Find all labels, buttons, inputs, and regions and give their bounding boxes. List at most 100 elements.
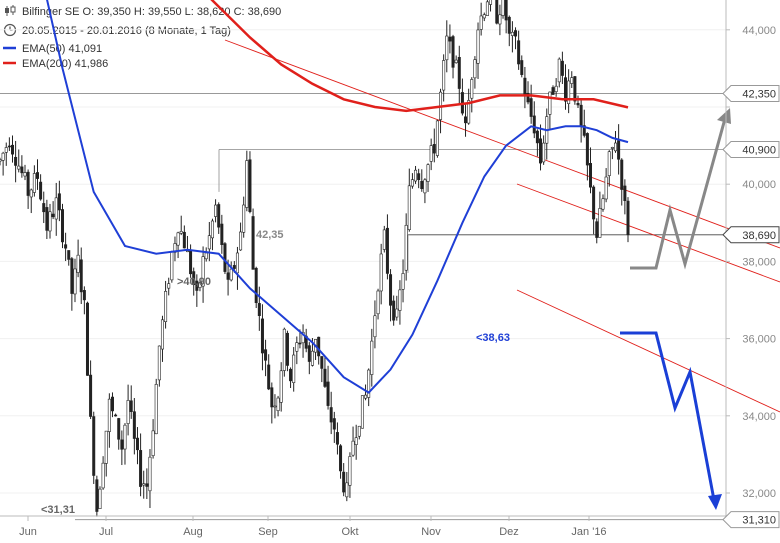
candle bbox=[276, 395, 280, 417]
candle-up-body bbox=[489, 0, 493, 5]
candle bbox=[529, 84, 533, 124]
candle-up-body bbox=[160, 319, 164, 350]
candle bbox=[226, 259, 230, 296]
candle-up-body bbox=[476, 29, 480, 64]
candle bbox=[360, 395, 364, 429]
level-value-box: 38,690 bbox=[722, 226, 780, 244]
candle bbox=[42, 191, 46, 224]
candle bbox=[510, 21, 514, 53]
candle bbox=[576, 95, 580, 109]
candle bbox=[210, 218, 214, 251]
candle bbox=[217, 202, 221, 234]
candle-up-body bbox=[398, 289, 402, 311]
candle-up-body bbox=[501, 0, 505, 16]
candle bbox=[76, 239, 80, 278]
candle bbox=[17, 149, 21, 173]
candle-up-body bbox=[48, 211, 52, 232]
candle bbox=[332, 411, 336, 443]
candle bbox=[389, 269, 393, 322]
candle-up-body bbox=[542, 142, 546, 163]
candle bbox=[504, 0, 508, 34]
candle-down-body bbox=[254, 267, 258, 304]
ema50-line bbox=[46, 0, 629, 394]
candle bbox=[198, 281, 202, 292]
candle bbox=[79, 247, 83, 305]
candle-up-body bbox=[0, 159, 2, 162]
candle-down-body bbox=[514, 30, 518, 37]
candle-down-body bbox=[220, 223, 224, 245]
candle-down-body bbox=[332, 418, 336, 430]
candle bbox=[195, 274, 199, 307]
bull-scenario-path bbox=[630, 114, 728, 270]
candle bbox=[148, 449, 152, 508]
candle-up-body bbox=[176, 232, 180, 246]
level-value-text: 42,350 bbox=[742, 88, 776, 100]
candle-up-body bbox=[467, 100, 471, 124]
candle bbox=[376, 288, 380, 320]
candle-down-body bbox=[307, 345, 311, 362]
candle-down-body bbox=[520, 60, 524, 75]
candle bbox=[601, 194, 605, 212]
candle bbox=[70, 257, 74, 311]
candle-up-body bbox=[426, 164, 430, 182]
candle bbox=[554, 78, 558, 97]
candle-up-body bbox=[429, 145, 433, 162]
candle-down-body bbox=[117, 418, 121, 440]
candle bbox=[142, 470, 146, 499]
level-value-box: 42,350 bbox=[722, 84, 780, 102]
candle bbox=[107, 393, 111, 448]
candle-up-body bbox=[364, 394, 368, 399]
candle-up-body bbox=[407, 185, 411, 230]
candle-up-body bbox=[273, 405, 277, 408]
candle bbox=[110, 392, 114, 418]
candle bbox=[564, 64, 568, 110]
candle-down-body bbox=[7, 145, 11, 148]
candle bbox=[85, 301, 89, 376]
chart-header: Bilfinger SE O: 39,350 H: 39,550 L: 38,6… bbox=[3, 5, 281, 70]
candle bbox=[382, 225, 386, 253]
bear-scenario bbox=[620, 331, 722, 510]
candle-up-body bbox=[554, 85, 558, 93]
candle-down-body bbox=[579, 104, 583, 126]
x-tick-label: Dez bbox=[499, 526, 519, 538]
candle-up-body bbox=[570, 77, 574, 84]
candle bbox=[407, 168, 411, 232]
candle bbox=[67, 250, 71, 266]
candle bbox=[535, 129, 539, 157]
candle bbox=[410, 173, 414, 189]
level-lines bbox=[0, 93, 726, 521]
candle bbox=[585, 132, 589, 181]
candle-up-body bbox=[276, 397, 280, 411]
candle-down-body bbox=[226, 272, 230, 280]
candle-up-body bbox=[210, 220, 214, 239]
candle-down-body bbox=[342, 471, 346, 493]
candle bbox=[251, 208, 255, 270]
y-tick-label: 34,000 bbox=[742, 411, 776, 423]
candle bbox=[420, 169, 424, 192]
candle bbox=[154, 378, 158, 435]
candle-down-body bbox=[585, 133, 589, 166]
candle-down-body bbox=[326, 381, 330, 406]
candle-up-body bbox=[164, 291, 168, 322]
candlestick-icon bbox=[5, 5, 16, 16]
candle-up-body bbox=[167, 283, 171, 289]
candle bbox=[182, 225, 186, 249]
x-tick-label: Nov bbox=[421, 526, 441, 538]
candle-up-body bbox=[242, 204, 246, 233]
candle bbox=[239, 222, 243, 251]
candle bbox=[157, 345, 161, 387]
candle-down-body bbox=[526, 92, 530, 103]
candle-down-body bbox=[539, 138, 543, 164]
candle-up-body bbox=[123, 424, 127, 450]
candle-up-body bbox=[73, 268, 77, 295]
candle bbox=[379, 243, 383, 305]
candle bbox=[295, 336, 299, 365]
candle bbox=[126, 384, 130, 436]
candle-down-body bbox=[623, 185, 627, 201]
candle-down-body bbox=[560, 60, 564, 76]
candle-up-body bbox=[414, 169, 418, 182]
candle-down-body bbox=[248, 159, 252, 212]
